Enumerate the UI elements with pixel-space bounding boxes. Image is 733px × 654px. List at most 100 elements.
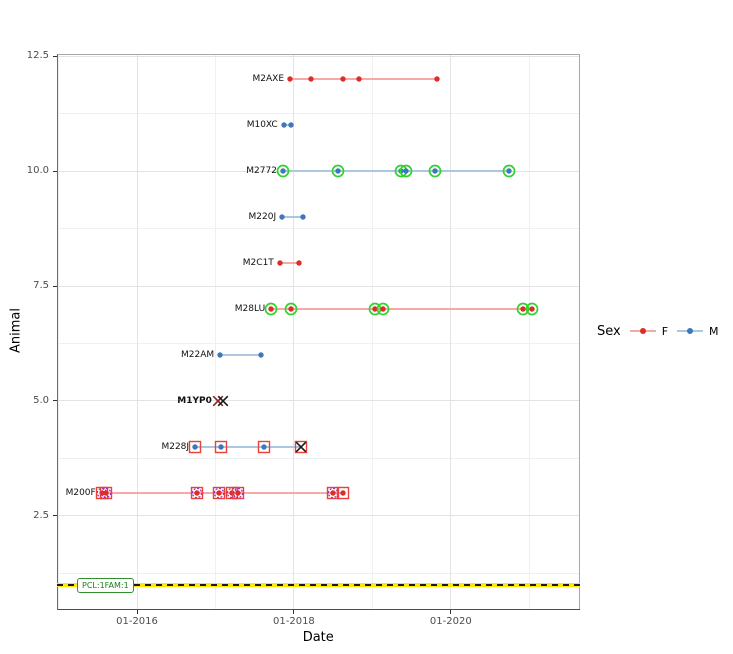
gridline-vertical bbox=[293, 55, 295, 609]
marker-dot bbox=[188, 440, 202, 454]
marker-dot bbox=[281, 122, 287, 128]
marker-dot bbox=[190, 486, 203, 500]
marker-dot-glyph bbox=[268, 306, 274, 312]
series-row-line bbox=[220, 353, 261, 356]
marker-dot-glyph bbox=[432, 168, 438, 174]
marker-purple-ring bbox=[101, 487, 112, 499]
marker-dot-glyph bbox=[379, 306, 386, 312]
marker-red-square bbox=[326, 486, 340, 500]
marker-red-square bbox=[190, 486, 203, 500]
gridline-minor-vertical bbox=[58, 55, 60, 609]
marker-dot bbox=[526, 302, 539, 316]
x-tick-label: 01-2016 bbox=[116, 616, 158, 627]
series-label: M220J bbox=[248, 212, 277, 223]
marker-dot-glyph bbox=[215, 490, 222, 496]
x-tick-mark bbox=[136, 610, 138, 614]
marker-dot bbox=[376, 302, 389, 316]
reference-line-label: PCL:1FAM:1 bbox=[77, 577, 134, 593]
marker-dot-glyph bbox=[281, 122, 287, 128]
marker-dot bbox=[279, 214, 285, 220]
y-tick-label: 12.5 bbox=[26, 50, 49, 62]
marker-dot-glyph bbox=[330, 490, 336, 496]
marker-dot-glyph bbox=[103, 490, 110, 496]
legend-key-icon bbox=[677, 324, 704, 338]
series-label: M200F bbox=[65, 487, 96, 498]
marker-green-ring bbox=[331, 164, 345, 178]
x-axis-line bbox=[57, 609, 580, 610]
y-tick-mark bbox=[53, 400, 57, 402]
x-tick-label: 01-2018 bbox=[273, 616, 315, 627]
series-label: M1YP0 bbox=[177, 395, 212, 406]
series-label: M2AXE bbox=[252, 74, 285, 85]
series-label: M2C1T bbox=[242, 258, 274, 269]
x-axis-title: Date bbox=[302, 630, 334, 645]
marker-green-ring bbox=[516, 302, 530, 316]
marker-x-glyph bbox=[217, 395, 228, 407]
marker-green-ring bbox=[376, 302, 389, 316]
y-tick-mark bbox=[53, 170, 57, 172]
marker-dot bbox=[428, 164, 442, 178]
marker-green-ring bbox=[428, 164, 442, 178]
legend-key-dot bbox=[639, 328, 646, 334]
marker-dot bbox=[276, 164, 290, 178]
legend-key-dot bbox=[687, 328, 694, 334]
y-tick-mark bbox=[53, 515, 57, 517]
gridline-minor-horizontal bbox=[58, 113, 579, 115]
series-row-line bbox=[279, 262, 299, 265]
marker-red-square bbox=[188, 440, 202, 454]
y-axis-title: Animal bbox=[8, 308, 24, 353]
series-label: M28LU bbox=[234, 304, 266, 315]
marker-dot-glyph bbox=[335, 168, 341, 174]
series-label: M228J bbox=[161, 441, 190, 452]
gridline-minor-horizontal bbox=[58, 342, 579, 344]
y-tick-mark bbox=[53, 285, 57, 287]
marker-x-glyph bbox=[212, 395, 224, 407]
reference-line bbox=[57, 582, 580, 587]
y-tick-label: 7.5 bbox=[33, 280, 49, 292]
marker-purple-ring bbox=[233, 487, 244, 499]
marker-dot-glyph bbox=[356, 76, 362, 82]
marker-dot bbox=[502, 164, 516, 178]
legend-label: F bbox=[661, 324, 669, 338]
marker-dot bbox=[356, 76, 362, 82]
legend-title: Sex bbox=[597, 323, 621, 339]
marker-dot bbox=[434, 76, 441, 82]
x-tick-mark bbox=[450, 610, 452, 614]
marker-green-ring bbox=[399, 164, 413, 178]
gridline-vertical bbox=[450, 55, 452, 609]
marker-red-square bbox=[214, 440, 228, 454]
marker-red-square bbox=[294, 440, 308, 454]
marker-dot-glyph bbox=[261, 444, 267, 450]
y-tick-label: 2.5 bbox=[33, 509, 49, 521]
marker-dot-glyph bbox=[280, 168, 286, 174]
marker-dot bbox=[331, 164, 345, 178]
marker-dot bbox=[284, 302, 298, 316]
marker-dot-glyph bbox=[218, 444, 224, 450]
marker-dot bbox=[212, 486, 225, 500]
marker-dot-glyph bbox=[277, 260, 283, 266]
marker-dot-glyph bbox=[529, 306, 536, 312]
marker-dot-glyph bbox=[520, 306, 526, 312]
marker-green-ring bbox=[284, 302, 298, 316]
gridline-minor-horizontal bbox=[58, 228, 579, 230]
marker-dot-glyph bbox=[288, 122, 294, 128]
marker-dot bbox=[516, 302, 530, 316]
series-row-line bbox=[283, 124, 291, 127]
marker-dot-glyph bbox=[295, 260, 302, 266]
marker-red-square bbox=[232, 486, 245, 500]
series-label: M2772 bbox=[246, 166, 277, 177]
marker-dot-glyph bbox=[235, 490, 241, 496]
marker-dot-glyph bbox=[193, 490, 200, 496]
marker-dot bbox=[295, 260, 302, 266]
marker-dot bbox=[264, 302, 278, 316]
marker-dot bbox=[308, 76, 314, 82]
marker-dot-glyph bbox=[279, 214, 285, 220]
marker-dot bbox=[277, 260, 283, 266]
gridline-minor-vertical bbox=[214, 55, 216, 609]
marker-green-ring bbox=[526, 302, 539, 316]
gridline-horizontal bbox=[58, 400, 579, 402]
marker-red-square bbox=[212, 486, 225, 500]
marker-dot-glyph bbox=[372, 306, 378, 312]
marker-dot-glyph bbox=[192, 444, 198, 450]
